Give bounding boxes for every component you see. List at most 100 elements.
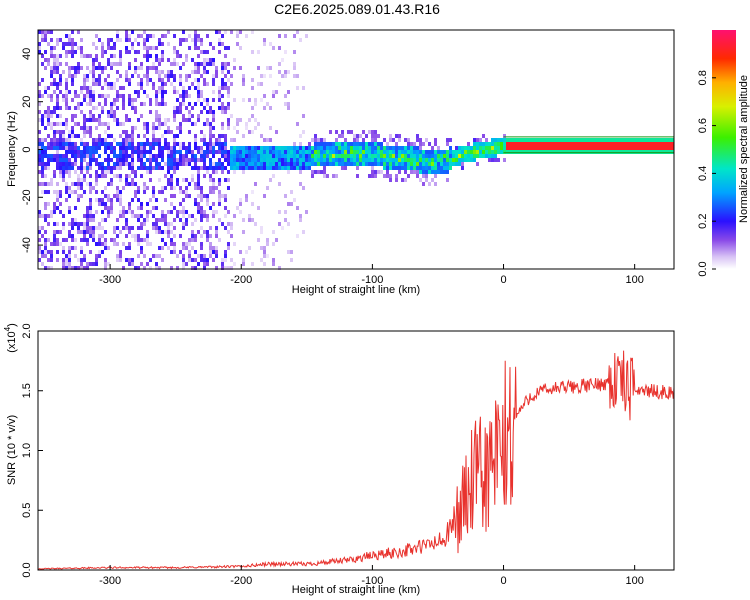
heatmap-cell xyxy=(116,258,119,262)
heatmap-cell xyxy=(548,146,551,150)
heatmap-cell xyxy=(74,154,77,158)
heatmap-cell xyxy=(80,170,83,174)
heatmap-cell xyxy=(59,54,62,58)
heatmap-cell xyxy=(269,42,272,46)
heatmap-cell xyxy=(224,214,227,218)
heatmap-cell xyxy=(176,90,179,94)
heatmap-cell xyxy=(239,66,242,70)
heatmap-cell xyxy=(65,258,68,262)
heatmap-cell xyxy=(218,138,221,142)
heatmap-cell xyxy=(83,134,86,138)
heatmap-cell xyxy=(509,146,512,150)
heatmap-cell xyxy=(146,170,149,174)
heatmap-cell xyxy=(221,154,224,158)
heatmap-cell xyxy=(302,130,305,134)
colorbar-gradient xyxy=(712,30,736,269)
heatmap-cell xyxy=(158,226,161,230)
heatmap-cell xyxy=(41,166,44,170)
heatmap-cell xyxy=(257,146,260,150)
heatmap-cell xyxy=(206,170,209,174)
heatmap-cell xyxy=(335,162,338,166)
heatmap-cell xyxy=(59,154,62,158)
heatmap-cell xyxy=(38,46,41,50)
heatmap-cell xyxy=(368,162,371,166)
heatmap-cell xyxy=(50,126,53,130)
heatmap-cell xyxy=(65,154,68,158)
heatmap-cell xyxy=(95,146,98,150)
heatmap-cell xyxy=(50,114,53,118)
snr-x-tick-label: -300 xyxy=(99,575,121,587)
heatmap-cell xyxy=(326,146,329,150)
snr-y-ticks: 0.00.51.01.52.0 xyxy=(21,323,43,578)
heatmap-cell xyxy=(365,158,368,162)
heatmap-cell xyxy=(560,146,563,150)
heatmap-cell xyxy=(68,106,71,110)
heatmap-cell xyxy=(71,50,74,54)
heatmap-cell xyxy=(185,54,188,58)
heatmap-cell xyxy=(38,210,41,214)
heatmap-cell xyxy=(446,162,449,166)
heatmap-cell xyxy=(128,82,131,86)
heatmap-cell xyxy=(197,54,200,58)
heatmap-cell xyxy=(158,42,161,46)
heatmap-cell xyxy=(122,158,125,162)
heatmap-cell xyxy=(200,186,203,190)
heatmap-cell xyxy=(65,150,68,154)
heatmap-cell xyxy=(107,126,110,130)
heatmap-cell xyxy=(146,70,149,74)
heatmap-cell xyxy=(170,150,173,154)
heatmap-cell xyxy=(44,250,47,254)
heatmap-cell xyxy=(209,150,212,154)
heatmap-cell xyxy=(179,78,182,82)
heatmap-cell xyxy=(89,190,92,194)
heatmap-cell xyxy=(131,170,134,174)
heatmap-cell xyxy=(230,166,233,170)
heatmap-cell xyxy=(260,226,263,230)
heatmap-cell xyxy=(140,142,143,146)
heatmap-cell xyxy=(641,146,644,150)
heatmap-cell xyxy=(329,130,332,134)
heatmap-cell xyxy=(104,146,107,150)
heatmap-cell xyxy=(170,250,173,254)
heatmap-cell xyxy=(413,166,416,170)
heatmap-cell xyxy=(221,126,224,130)
heatmap-cell xyxy=(218,50,221,54)
heatmap-cell xyxy=(182,222,185,226)
heatmap-cell xyxy=(395,142,398,146)
heatmap-cell xyxy=(377,170,380,174)
heatmap-cell xyxy=(179,66,182,70)
heatmap-cell xyxy=(539,138,542,142)
heatmap-cell xyxy=(422,158,425,162)
heatmap-cell xyxy=(185,246,188,250)
heatmap-cell xyxy=(548,138,551,142)
heatmap-cell xyxy=(185,218,188,222)
heatmap-cell xyxy=(251,150,254,154)
heatmap-cell xyxy=(164,214,167,218)
heatmap-cell xyxy=(92,150,95,154)
heatmap-cell xyxy=(167,154,170,158)
heatmap-cell xyxy=(248,146,251,150)
heatmap-cell xyxy=(65,86,68,90)
heatmap-cell xyxy=(86,210,89,214)
heatmap-cell xyxy=(134,90,137,94)
heatmap-cell xyxy=(230,258,233,262)
heatmap-cell xyxy=(71,46,74,50)
heatmap-cell xyxy=(437,150,440,154)
heatmap-cell xyxy=(221,266,224,270)
heatmap-cell xyxy=(62,262,65,266)
heatmap-cell xyxy=(194,166,197,170)
heatmap-cell xyxy=(278,154,281,158)
heatmap-cell xyxy=(116,70,119,74)
heatmap-cell xyxy=(152,62,155,66)
heatmap-cell xyxy=(146,122,149,126)
heatmap-cell xyxy=(299,154,302,158)
heatmap-cell xyxy=(62,142,65,146)
heatmap-cell xyxy=(161,42,164,46)
heatmap-cell xyxy=(176,50,179,54)
heatmap-cell xyxy=(71,182,74,186)
heatmap-cell xyxy=(455,146,458,150)
heatmap-cell xyxy=(320,150,323,154)
heatmap-cell xyxy=(491,154,494,158)
heatmap-cell xyxy=(239,198,242,202)
heatmap-cell xyxy=(59,38,62,42)
